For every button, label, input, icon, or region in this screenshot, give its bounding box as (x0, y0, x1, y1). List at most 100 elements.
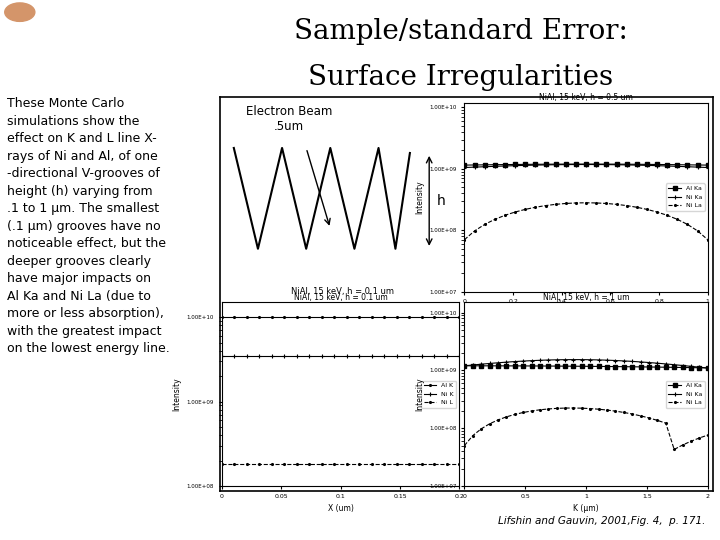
Text: UW-Madison Geology  777: UW-Madison Geology 777 (38, 5, 221, 19)
Ni K (330, 353, 338, 359)
Ni Ka (536, 357, 544, 363)
Al Ka (582, 161, 590, 167)
Al Ka (469, 362, 477, 369)
Al Ka (611, 363, 620, 370)
Ni Ka (582, 161, 590, 168)
Ni Ka (469, 362, 477, 368)
Al Ka (570, 363, 578, 369)
Ni K (318, 353, 326, 359)
Al Ka (687, 364, 696, 371)
Ni Ka (561, 356, 570, 363)
Ni Ka (628, 358, 636, 365)
Text: NiAl, 15 keV, h = 0.1 um: NiAl, 15 keV, h = 0.1 um (291, 287, 394, 295)
Ni Ka (643, 162, 652, 168)
Ni L (405, 461, 414, 468)
Al Ka (622, 161, 631, 167)
Al Ka (519, 363, 528, 369)
Al Ka (662, 364, 670, 370)
Al Ka (678, 364, 687, 371)
Al K (443, 314, 451, 321)
Legend: Al Ka, Ni Ka, Ni La: Al Ka, Ni Ka, Ni La (666, 381, 705, 408)
Ni La (693, 228, 702, 234)
Ni Ka (519, 358, 528, 365)
Ni La (510, 411, 519, 417)
Al Ka (693, 162, 702, 168)
Ni L (330, 461, 338, 468)
Al Ka (577, 363, 586, 369)
Ni Ka (460, 362, 469, 369)
Ni Ka (544, 357, 553, 363)
Ni K (380, 353, 389, 359)
Ni K (405, 353, 414, 359)
Ni Ka (592, 161, 600, 168)
Ni La (653, 417, 662, 423)
Ni La (577, 405, 586, 411)
Al Ka (592, 161, 600, 167)
Legend: Al K, Ni K, Ni L: Al K, Ni K, Ni L (421, 381, 456, 408)
Ni K (280, 353, 289, 359)
Ni L (255, 461, 264, 468)
Al Ka (695, 364, 703, 371)
Ni La (531, 204, 540, 211)
Al Ka (521, 161, 530, 167)
Text: Lifshin and Gauvin, 2001,Fig. 4,  p. 171.: Lifshin and Gauvin, 2001,Fig. 4, p. 171. (498, 516, 706, 526)
Ni La (703, 237, 712, 243)
Al Ka (572, 161, 580, 167)
Ni K (217, 353, 226, 359)
Al K (318, 314, 326, 321)
Line: Al K: Al K (220, 315, 461, 319)
Ni Ka (653, 163, 662, 169)
Al K (343, 314, 351, 321)
Ni Ka (611, 357, 620, 364)
Al Ka (500, 161, 509, 168)
Ni La (602, 200, 611, 207)
Al Ka (561, 363, 570, 369)
Ni La (673, 216, 682, 222)
Ni La (632, 204, 641, 211)
Ni La (562, 200, 570, 207)
Line: Al Ka: Al Ka (463, 364, 709, 370)
Text: Sample/standard Error:: Sample/standard Error: (294, 18, 628, 45)
Line: Ni La: Ni La (463, 201, 709, 241)
Text: h: h (436, 194, 445, 208)
Ni Ka (594, 357, 603, 363)
X-axis label: X (um): X (um) (328, 504, 354, 513)
Legend: Al Ka, Ni Ka, Ni La: Al Ka, Ni Ka, Ni La (666, 184, 705, 211)
Ni Ka (673, 163, 682, 170)
Ni La (628, 411, 636, 417)
Ni La (670, 446, 678, 453)
Ni Ka (527, 357, 536, 364)
Ni Ka (693, 164, 702, 170)
Al Ka (670, 364, 678, 370)
Y-axis label: Intensity: Intensity (172, 377, 181, 411)
Al Ka (703, 162, 712, 168)
Ni Ka (460, 164, 469, 171)
Ni Ka (552, 161, 560, 168)
Al K (355, 314, 364, 321)
Al Ka (470, 162, 479, 168)
Al Ka (602, 161, 611, 167)
Ni La (544, 406, 553, 412)
Ni La (485, 421, 494, 427)
Al Ka (562, 161, 570, 167)
Ni L (367, 461, 376, 468)
X-axis label: K (μm): K (μm) (573, 310, 599, 319)
Ni La (643, 206, 652, 213)
Line: Ni K: Ni K (220, 353, 462, 358)
Ni La (536, 407, 544, 413)
Ni La (480, 221, 489, 228)
Ni La (541, 202, 550, 209)
Ni L (280, 461, 289, 468)
Al K (230, 314, 238, 321)
Ni La (460, 442, 469, 449)
Ni La (663, 212, 672, 219)
Ni La (594, 406, 603, 413)
Ni Ka (632, 162, 641, 168)
Al Ka (653, 161, 662, 168)
Line: Ni L: Ni L (220, 463, 461, 466)
Al Ka (477, 362, 485, 369)
Al Ka (494, 362, 503, 369)
Al Ka (586, 363, 595, 369)
Ni La (460, 237, 469, 243)
Ni Ka (510, 163, 519, 169)
